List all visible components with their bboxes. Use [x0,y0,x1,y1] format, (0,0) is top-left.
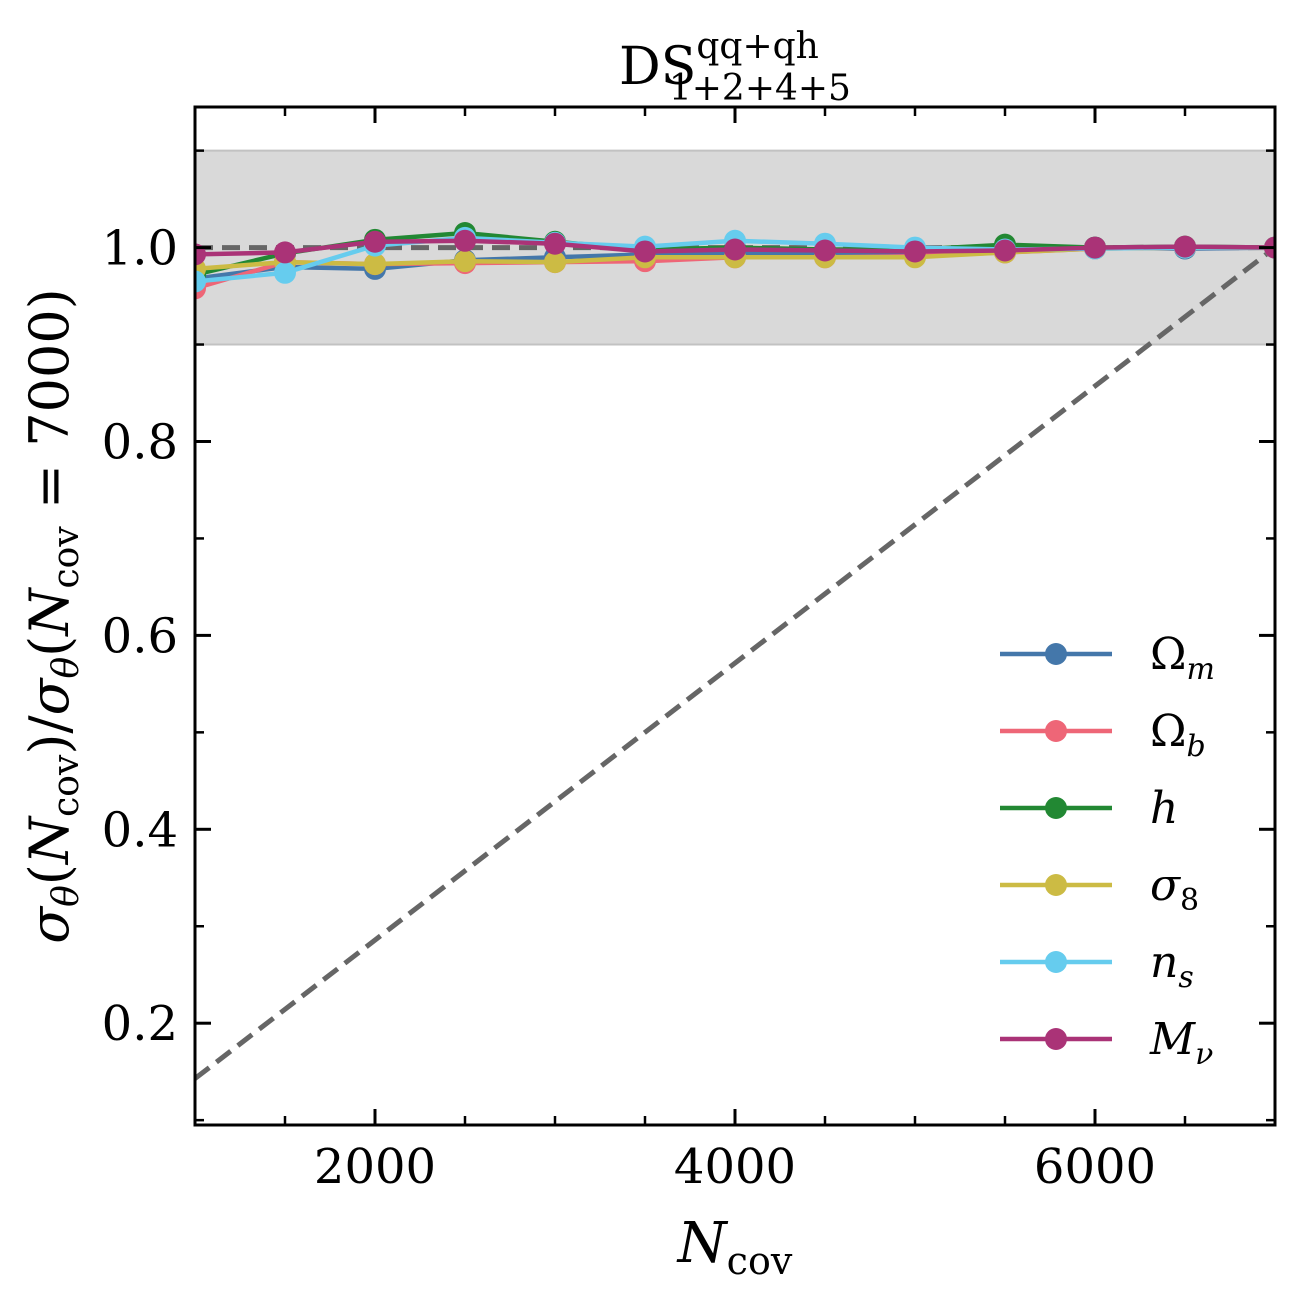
data-point-4-0 [195,270,206,293]
legend-label-sub: s [1178,960,1193,995]
data-point-5-6 [724,238,746,261]
y-label-cov-1: cov [46,754,87,817]
legend-marker-5 [1045,1028,1067,1050]
legend-entry-5: Mν [1000,1014,1213,1072]
y-tick-label: 1.0 [102,221,178,277]
data-point-5-2 [364,230,386,253]
y-label-cov-2: cov [46,526,87,589]
chart-title: DSqq+qh 1+2+4+5 [619,26,851,109]
data-point-4-1 [274,261,296,284]
data-point-5-10 [1084,236,1106,259]
data-point-5-1 [274,241,296,264]
legend-entry-4: ns [1000,937,1194,995]
legend-label-sub: 8 [1180,883,1199,918]
legend-marker-4 [1045,951,1067,973]
legend-label-sub: ν [1195,1037,1213,1072]
data-point-5-5 [634,240,656,263]
y-label-theta-1: θ [46,885,87,907]
data-point-3-4 [544,251,566,274]
data-point-3-3 [454,250,476,273]
legend-label-base: n [1150,937,1178,988]
legend-label-2: h [1150,783,1178,834]
legend-label-base: M [1149,1014,1196,1065]
y-axis-label: σθ(Ncov)/σθ(Ncov = 7000) [18,288,87,944]
legend-label-4: ns [1150,937,1194,995]
data-point-5-7 [814,239,836,262]
data-point-5-9 [994,239,1016,262]
y-tick-label: 0.2 [102,996,178,1052]
x-axis-label: Ncov [676,1211,793,1283]
legend-entry-2: h [1000,783,1178,834]
y-tick-label: 0.4 [102,802,178,858]
legend-entry-3: σ8 [1000,860,1199,918]
data-point-3-2 [364,253,386,276]
y-label-n-2: N [18,587,81,638]
y-tick-label: 0.8 [102,414,178,470]
y-label-paren-open-2: ( [18,636,81,657]
series-5 [195,229,1275,266]
x-axis-label-sub: cov [727,1239,793,1283]
x-tick-label: 2000 [314,1139,436,1195]
data-point-5-4 [544,232,566,255]
legend-label-sub: m [1186,652,1214,687]
y-tick-label: 0.6 [102,608,178,664]
legend-label-base: Ω [1150,706,1186,757]
y-label-tail: = 7000) [18,288,81,526]
y-label-paren-open-1: ( [18,864,81,885]
axes-layer: 2000 4000 6000 0.2 0.4 0.6 0.8 1.0 [102,105,1277,1195]
chart-title-sup: qq+qh [696,26,818,67]
plot-area [195,149,1275,1081]
y-label-n-1: N [18,815,81,866]
legend-label-base: Ω [1150,629,1186,680]
legend-label-3: σ8 [1150,860,1199,918]
y-label-theta-2: θ [46,657,87,679]
legend-label-0: Ωm [1150,629,1215,687]
y-label-sigma-2: σ [18,676,81,715]
data-point-5-11 [1174,235,1196,258]
legend-entry-0: Ωm [1000,629,1215,687]
legend-label-1: Ωb [1150,706,1206,764]
legend-marker-1 [1045,720,1067,742]
x-tick-label: 4000 [674,1139,796,1195]
legend-label-sub: b [1186,729,1205,764]
legend-marker-0 [1045,643,1067,665]
legend-label-base: σ [1150,860,1182,911]
y-label-paren-close-1: )/ [18,715,81,755]
y-label-sigma-1: σ [18,905,81,944]
chart-title-sub: 1+2+4+5 [669,68,851,109]
legend-label-base: h [1150,783,1178,834]
legend-marker-3 [1045,874,1067,896]
legend-marker-2 [1045,797,1067,819]
x-tick-label: 6000 [1034,1139,1156,1195]
data-point-5-8 [904,240,926,263]
chart-title-base: DS [619,37,696,97]
data-point-5-3 [454,229,476,252]
legend-entry-1: Ωb [1000,706,1206,764]
x-axis-label-base: N [676,1211,729,1276]
plot-layer [195,149,1275,1081]
legend-label-5: Mν [1149,1014,1213,1072]
reference-line-diagonal [195,245,1275,1081]
